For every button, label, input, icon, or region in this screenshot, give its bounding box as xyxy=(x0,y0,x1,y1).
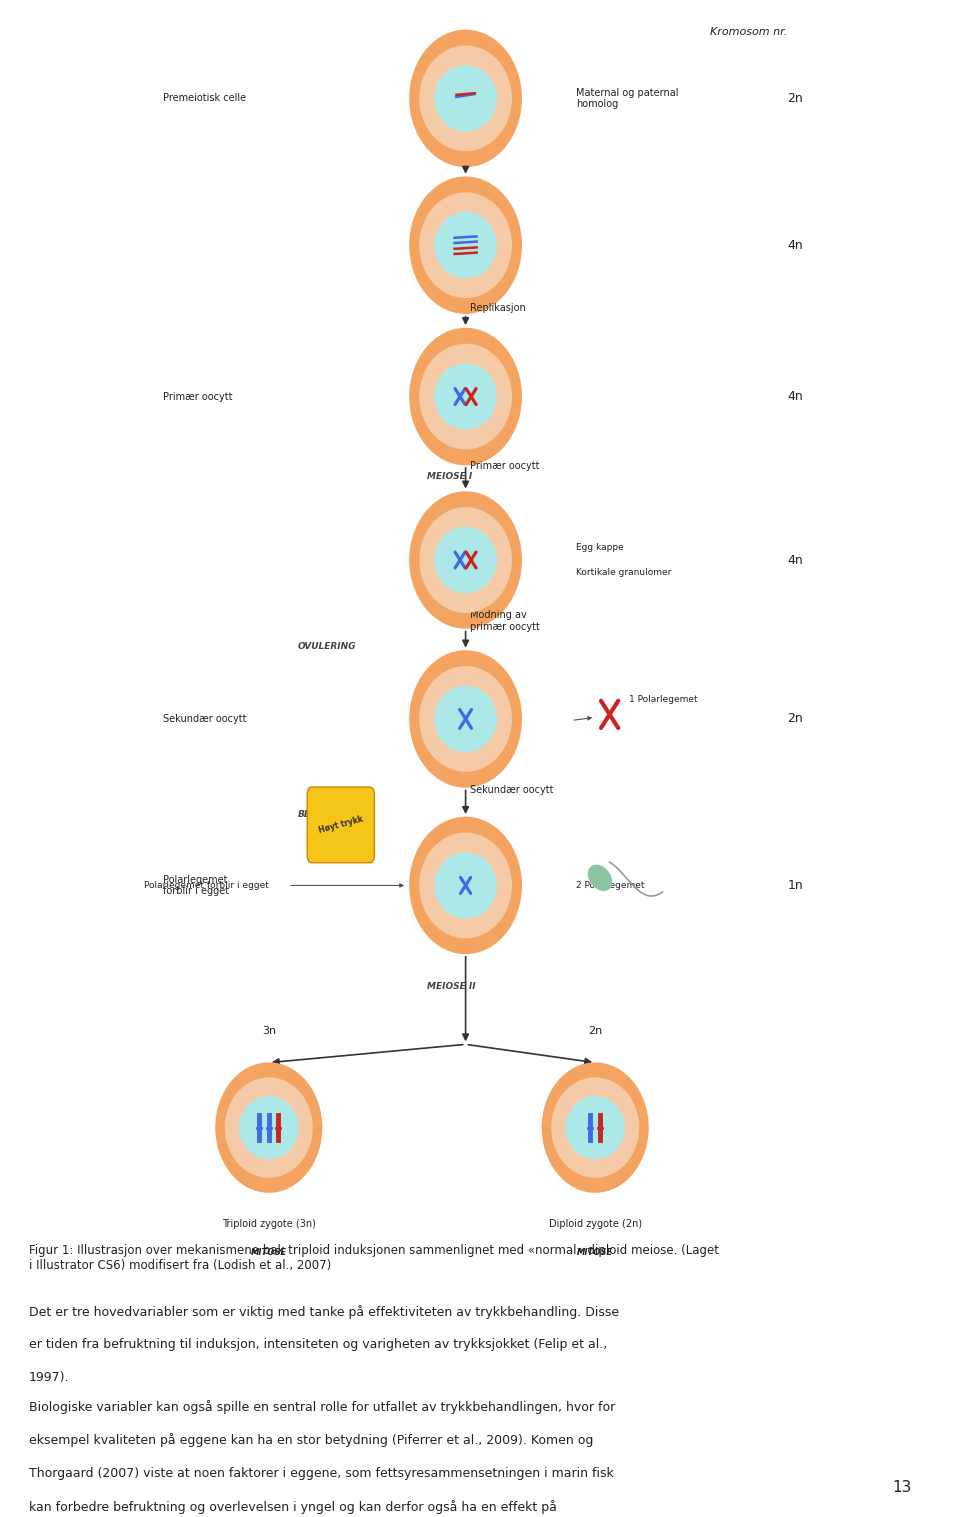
Text: Sekundær oocytt: Sekundær oocytt xyxy=(163,715,247,724)
Ellipse shape xyxy=(435,212,496,278)
Text: Det er tre hovedvariabler som er viktig med tanke på effektiviteten av trykkbeha: Det er tre hovedvariabler som er viktig … xyxy=(29,1305,619,1318)
Ellipse shape xyxy=(435,364,496,429)
Text: 4n: 4n xyxy=(787,390,803,404)
Text: MITOSE: MITOSE xyxy=(251,1248,287,1258)
Text: Modning av
primær oocytt: Modning av primær oocytt xyxy=(470,610,540,633)
Text: Replikasjon: Replikasjon xyxy=(470,303,526,314)
Ellipse shape xyxy=(435,853,496,918)
Ellipse shape xyxy=(240,1097,298,1159)
Ellipse shape xyxy=(410,651,521,787)
Text: 4n: 4n xyxy=(787,554,803,566)
Ellipse shape xyxy=(410,30,521,167)
Ellipse shape xyxy=(410,818,521,954)
FancyBboxPatch shape xyxy=(307,787,374,863)
Ellipse shape xyxy=(435,686,496,751)
Text: 2n: 2n xyxy=(787,93,803,105)
Ellipse shape xyxy=(226,1079,312,1177)
Ellipse shape xyxy=(542,1063,648,1192)
Text: OVULERING: OVULERING xyxy=(298,642,356,651)
Text: kan forbedre befruktning og overlevelsen i yngel og kan derfor også ha en effekt: kan forbedre befruktning og overlevelsen… xyxy=(29,1500,557,1514)
Text: MITOSE: MITOSE xyxy=(577,1248,613,1258)
Text: 2 Polarlegemet: 2 Polarlegemet xyxy=(576,881,644,890)
Text: Triploid zygote (3n): Triploid zygote (3n) xyxy=(222,1220,316,1229)
Text: eksempel kvaliteten på eggene kan ha en stor betydning (Piferrer et al., 2009). : eksempel kvaliteten på eggene kan ha en … xyxy=(29,1434,593,1447)
Text: Høyt trykk: Høyt trykk xyxy=(318,815,364,836)
Text: 1997).: 1997). xyxy=(29,1371,69,1385)
Text: Polarlegemet forblir i egget: Polarlegemet forblir i egget xyxy=(144,881,269,890)
Text: 13: 13 xyxy=(893,1481,912,1496)
Text: Primær oocytt: Primær oocytt xyxy=(470,461,540,470)
Ellipse shape xyxy=(410,329,521,464)
Text: Kortikale granulomer: Kortikale granulomer xyxy=(576,567,671,576)
Text: Biologiske variabler kan også spille en sentral rolle for utfallet av trykkbehan: Biologiske variabler kan også spille en … xyxy=(29,1400,615,1414)
Text: Sekundær oocytt: Sekundær oocytt xyxy=(470,784,554,795)
Text: MEIOSE II: MEIOSE II xyxy=(427,983,476,991)
Text: Egg kappe: Egg kappe xyxy=(576,543,624,552)
Text: 2n: 2n xyxy=(588,1025,602,1036)
Text: BEFRUKTNING: BEFRUKTNING xyxy=(298,810,370,819)
Ellipse shape xyxy=(420,667,512,771)
Text: 3n: 3n xyxy=(262,1025,276,1036)
Text: 2n: 2n xyxy=(787,713,803,725)
Text: Polarlegemet
forblir i egget: Polarlegemet forblir i egget xyxy=(163,875,229,897)
Text: Primær oocytt: Primær oocytt xyxy=(163,391,232,402)
Ellipse shape xyxy=(566,1097,624,1159)
Text: MEIOSE I: MEIOSE I xyxy=(427,472,472,481)
Ellipse shape xyxy=(410,177,521,313)
Ellipse shape xyxy=(410,492,521,628)
Text: 4n: 4n xyxy=(787,238,803,252)
Text: er tiden fra befruktning til induksjon, intensiteten og varigheten av trykksjokk: er tiden fra befruktning til induksjon, … xyxy=(29,1338,607,1352)
Text: Thorgaard (2007) viste at noen faktorer i eggene, som fettsyresammensetningen i : Thorgaard (2007) viste at noen faktorer … xyxy=(29,1467,613,1479)
Text: Premeiotisk celle: Premeiotisk celle xyxy=(163,94,247,103)
Text: Maternal og paternal
homolog: Maternal og paternal homolog xyxy=(576,88,679,109)
Ellipse shape xyxy=(216,1063,322,1192)
Text: 1 Polarlegemet: 1 Polarlegemet xyxy=(629,695,697,704)
Ellipse shape xyxy=(420,344,512,449)
Ellipse shape xyxy=(552,1079,638,1177)
Text: 1n: 1n xyxy=(787,878,803,892)
Text: Figur 1: Illustrasjon over mekanismene bak triploid induksjonen sammenlignet med: Figur 1: Illustrasjon over mekanismene b… xyxy=(29,1244,719,1273)
Ellipse shape xyxy=(588,865,612,890)
Ellipse shape xyxy=(420,193,512,297)
Ellipse shape xyxy=(435,528,496,593)
Ellipse shape xyxy=(420,833,512,938)
Ellipse shape xyxy=(420,46,512,150)
Ellipse shape xyxy=(420,508,512,613)
Text: Kromosom nr.: Kromosom nr. xyxy=(710,27,787,38)
Text: Diploid zygote (2n): Diploid zygote (2n) xyxy=(548,1220,642,1229)
Ellipse shape xyxy=(435,65,496,130)
